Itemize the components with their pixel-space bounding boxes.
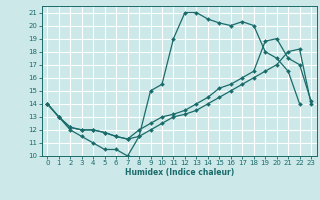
- X-axis label: Humidex (Indice chaleur): Humidex (Indice chaleur): [124, 168, 234, 177]
